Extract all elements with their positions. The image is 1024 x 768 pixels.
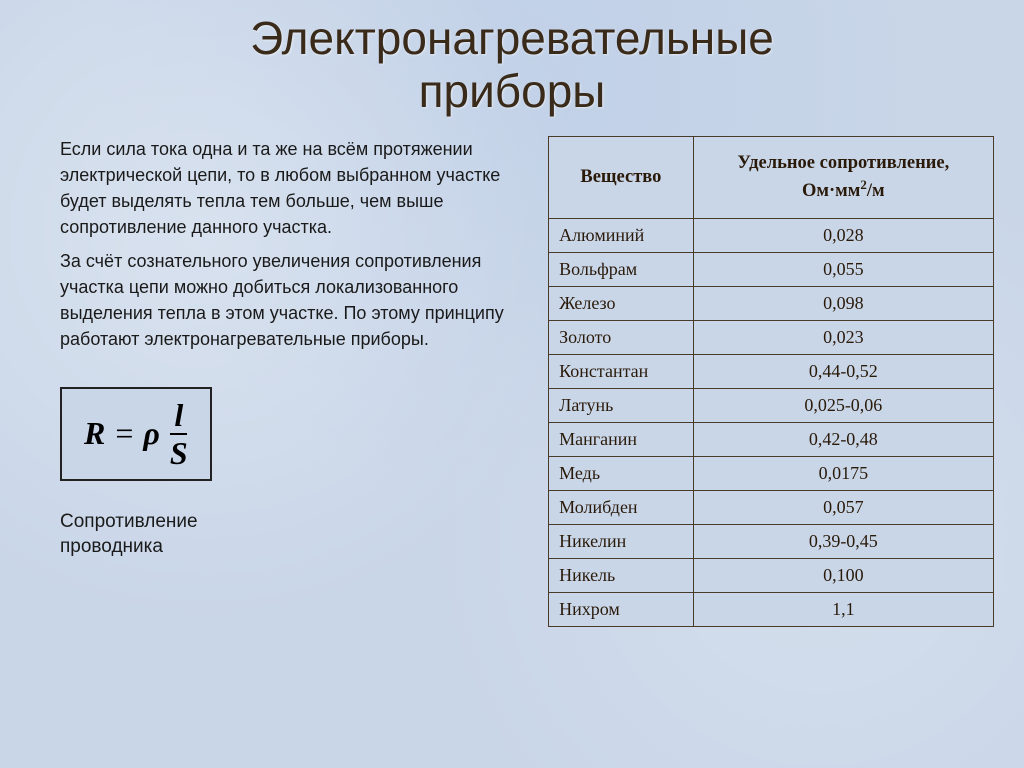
- cell-value: 0,44-0,52: [693, 354, 993, 388]
- paragraph-2: За счёт сознательного увеличения сопроти…: [60, 248, 528, 352]
- header-material: Вещество: [549, 136, 694, 218]
- table-row: Вольфрам0,055: [549, 252, 994, 286]
- caption-line-1: Сопротивление: [60, 511, 198, 532]
- cell-value: 0,42-0,48: [693, 422, 993, 456]
- resistivity-table: Вещество Удельное сопротивление, Ом·мм2/…: [548, 136, 994, 627]
- slide-title: Электронагревательные приборы: [0, 0, 1024, 118]
- formula-rho: ρ: [143, 410, 159, 456]
- cell-value: 0,028: [693, 218, 993, 252]
- left-column: Если сила тока одна и та же на всём прот…: [60, 136, 528, 627]
- table-row: Константан0,44-0,52: [549, 354, 994, 388]
- cell-material: Манганин: [549, 422, 694, 456]
- cell-material: Никелин: [549, 524, 694, 558]
- table-row: Никель0,100: [549, 558, 994, 592]
- cell-value: 0,39-0,45: [693, 524, 993, 558]
- cell-material: Алюминий: [549, 218, 694, 252]
- cell-material: Латунь: [549, 388, 694, 422]
- cell-material: Никель: [549, 558, 694, 592]
- cell-material: Константан: [549, 354, 694, 388]
- header-resistivity-unit-b: /м: [867, 181, 885, 201]
- cell-material: Молибден: [549, 490, 694, 524]
- table-row: Никелин0,39-0,45: [549, 524, 994, 558]
- table-row: Манганин0,42-0,48: [549, 422, 994, 456]
- formula-numerator: l: [170, 399, 187, 435]
- cell-value: 1,1: [693, 592, 993, 626]
- table-header-row: Вещество Удельное сопротивление, Ом·мм2/…: [549, 136, 994, 218]
- cell-value: 0,098: [693, 286, 993, 320]
- cell-material: Нихром: [549, 592, 694, 626]
- header-resistivity-unit-a: Ом·мм: [802, 181, 860, 201]
- header-resistivity-line1: Удельное сопротивление,: [737, 153, 949, 173]
- cell-value: 0,025-0,06: [693, 388, 993, 422]
- formula-denominator: S: [170, 435, 188, 469]
- cell-value: 0,0175: [693, 456, 993, 490]
- table-row: Золото0,023: [549, 320, 994, 354]
- cell-value: 0,055: [693, 252, 993, 286]
- table-row: Железо0,098: [549, 286, 994, 320]
- formula-fraction: l S: [170, 399, 188, 469]
- header-resistivity: Удельное сопротивление, Ом·мм2/м: [693, 136, 993, 218]
- table-row: Латунь0,025-0,06: [549, 388, 994, 422]
- title-line-1: Электронагревательные: [250, 12, 774, 64]
- right-column: Вещество Удельное сопротивление, Ом·мм2/…: [548, 136, 994, 627]
- formula-R: R: [84, 410, 105, 456]
- cell-material: Железо: [549, 286, 694, 320]
- formula-equals: =: [115, 410, 133, 456]
- cell-value: 0,100: [693, 558, 993, 592]
- resistance-formula: R = ρ l S: [84, 399, 188, 469]
- cell-material: Вольфрам: [549, 252, 694, 286]
- table-row: Нихром1,1: [549, 592, 994, 626]
- cell-material: Золото: [549, 320, 694, 354]
- table-body: Алюминий0,028 Вольфрам0,055 Железо0,098 …: [549, 218, 994, 626]
- formula-caption: Сопротивление проводника: [60, 509, 528, 560]
- cell-value: 0,023: [693, 320, 993, 354]
- cell-value: 0,057: [693, 490, 993, 524]
- table-row: Молибден0,057: [549, 490, 994, 524]
- caption-line-2: проводника: [60, 536, 163, 557]
- paragraph-1: Если сила тока одна и та же на всём прот…: [60, 136, 528, 240]
- cell-material: Медь: [549, 456, 694, 490]
- content-area: Если сила тока одна и та же на всём прот…: [0, 118, 1024, 627]
- formula-box: R = ρ l S: [60, 387, 212, 481]
- table-row: Алюминий0,028: [549, 218, 994, 252]
- table-row: Медь0,0175: [549, 456, 994, 490]
- title-line-2: приборы: [419, 65, 606, 117]
